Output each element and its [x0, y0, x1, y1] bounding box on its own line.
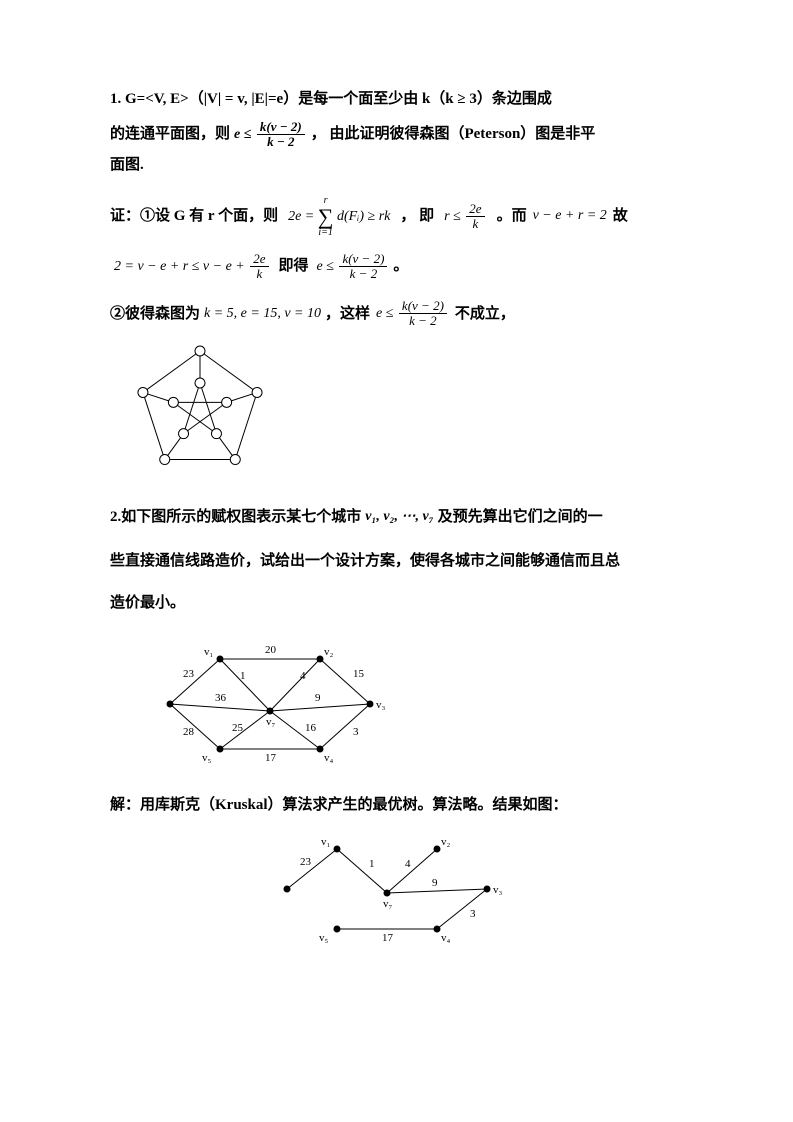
- q1-line2: 的连通平面图，则 e ≤ k(v − 2) k − 2 ， 由此证明彼得森图（P…: [110, 120, 683, 150]
- proof-step1: 证： ①设 G 有 r 个面，则 2e = r ∑ i=1 d(Fᵢ) ≥ rk…: [110, 196, 683, 238]
- svg-text:v₄: v₄: [441, 932, 451, 944]
- petersen-graph: [130, 341, 280, 481]
- petersen-graph-container: [130, 341, 683, 481]
- result-tree: 23149317v₁v₂v₃v₄v₅v₆v₇: [277, 831, 517, 951]
- svg-text:17: 17: [265, 752, 277, 764]
- svg-text:9: 9: [432, 877, 438, 889]
- proof-step2: 2 = v − e + r ≤ v − e + 2e k 即得 e ≤ k(v …: [110, 252, 683, 282]
- svg-text:1: 1: [240, 670, 246, 682]
- proof2-lhs: 2 = v − e + r ≤ v − e + 2e k: [114, 252, 271, 282]
- svg-text:v₂: v₂: [324, 646, 334, 658]
- proof1-euler: v − e + r = 2: [533, 203, 607, 230]
- svg-text:17: 17: [382, 932, 394, 944]
- q1-formula1: e ≤ k(v − 2) k − 2: [234, 120, 307, 150]
- svg-text:v₇: v₇: [266, 716, 276, 728]
- svg-text:1: 1: [369, 858, 375, 870]
- proof1-r: r ≤ 2e k: [444, 202, 486, 232]
- q1-line1-text: 1. G=<V, E>（|V| = v, |E|=e）是每一个面至少由 k（k …: [110, 85, 552, 114]
- svg-text:23: 23: [183, 668, 195, 680]
- svg-text:v₅: v₅: [202, 752, 212, 764]
- svg-text:v₂: v₂: [441, 836, 451, 848]
- svg-text:v₇: v₇: [383, 898, 393, 910]
- q2-line1: 2.如下图所示的赋权图表示某七个城市 v₁, v₂, ⋯, v₇ 及预先算出它们…: [110, 499, 683, 535]
- svg-text:16: 16: [305, 722, 317, 734]
- result-tree-container: 23149317v₁v₂v₃v₄v₅v₆v₇: [110, 831, 683, 962]
- svg-text:23: 23: [300, 856, 312, 868]
- svg-text:20: 20: [265, 644, 277, 656]
- svg-text:4: 4: [405, 858, 411, 870]
- svg-text:15: 15: [353, 668, 365, 680]
- q2-cities: v₁, v₂, ⋯, v₇: [365, 500, 433, 534]
- proof2-rhs: e ≤ k(v − 2) k − 2: [317, 252, 390, 282]
- svg-text:v₅: v₅: [319, 932, 329, 944]
- weighted-graph: 20153172823149162536v₁v₂v₃v₄v₅v₆v₇: [160, 639, 400, 769]
- svg-text:36: 36: [215, 692, 227, 704]
- q1-line3: 面图.: [110, 151, 683, 180]
- svg-text:v₁: v₁: [321, 836, 331, 848]
- q1-line1: 1. G=<V, E>（|V| = v, |E|=e）是每一个面至少由 k（k …: [110, 85, 683, 114]
- svg-text:25: 25: [232, 722, 244, 734]
- proof3-vals: k = 5, e = 15, v = 10: [204, 301, 321, 328]
- svg-text:v₃: v₃: [376, 699, 386, 711]
- q2-line2: 些直接通信线路造价，试给出一个设计方案，使得各城市之间能够通信而且总: [110, 543, 683, 579]
- q2-answer: 解：用库斯克（Kruskal）算法求产生的最优树。算法略。结果如图：: [110, 791, 683, 820]
- weighted-graph-container: 20153172823149162536v₁v₂v₃v₄v₅v₆v₇: [160, 639, 683, 769]
- svg-text:3: 3: [470, 908, 476, 920]
- svg-text:v₄: v₄: [324, 752, 334, 764]
- svg-text:3: 3: [353, 726, 359, 738]
- q2-line3: 造价最小。: [110, 585, 683, 621]
- proof3-rhs: e ≤ k(v − 2) k − 2: [376, 299, 449, 329]
- svg-text:v₃: v₃: [493, 884, 503, 896]
- svg-text:28: 28: [183, 726, 195, 738]
- proof-step3: ②彼得森图为 k = 5, e = 15, v = 10 ，这样 e ≤ k(v…: [110, 299, 683, 329]
- svg-text:9: 9: [315, 692, 321, 704]
- svg-text:4: 4: [300, 670, 306, 682]
- svg-text:v₁: v₁: [204, 646, 214, 658]
- proof1-sum: 2e = r ∑ i=1 d(Fᵢ) ≥ rk: [288, 196, 390, 238]
